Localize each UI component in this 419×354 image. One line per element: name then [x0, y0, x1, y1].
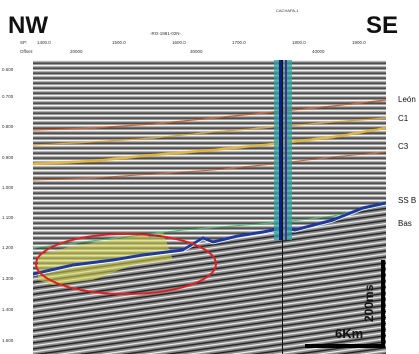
ellipse-label: 100 ms: [148, 233, 161, 238]
time-tick-label: 1.200: [2, 245, 14, 250]
time-tick-label: 0.900: [2, 155, 14, 160]
offset-tick: 20000: [70, 49, 83, 54]
sp-tick: 1400.0: [37, 40, 51, 45]
time-tick-label: 1.100: [2, 215, 14, 220]
direction-label-nw: NW: [8, 12, 48, 39]
sp-tick: 1800.0: [292, 40, 306, 45]
sp-tick: 1900.0: [352, 40, 366, 45]
well-trajectory: [282, 60, 283, 354]
sp-tick: 1600.0: [172, 40, 186, 45]
horizontal-scale-label: 6Km: [335, 326, 364, 341]
seismic-section: 100 ms: [33, 60, 386, 354]
horizontal-scale-bar: [305, 344, 385, 348]
basement-texture: [33, 203, 386, 354]
time-tick-label: 1.000: [2, 185, 14, 190]
horizon-label-basement: Bas: [398, 219, 412, 228]
offset-tick: 30000: [190, 49, 203, 54]
sp-key: SP:: [20, 40, 28, 45]
highlight-ellipse: [35, 233, 217, 295]
line-name: -RO-1981-02N-: [150, 31, 182, 36]
well-log-curve: [285, 60, 287, 240]
time-tick-label: 1.400: [2, 307, 14, 312]
time-tick-label: 0.600: [2, 67, 14, 72]
horizon-label-c3: C3: [398, 142, 409, 151]
direction-label-se: SE: [366, 12, 399, 39]
time-tick-label: 1.300: [2, 276, 14, 281]
well-log-curve: [279, 60, 282, 240]
time-tick-label: 0.800: [2, 124, 14, 129]
horizon-ssb: [33, 204, 386, 249]
horizon-leon: [33, 99, 386, 131]
offset-key: Offset:: [20, 49, 34, 54]
vertical-scale-bar: [381, 260, 385, 346]
wedge-highlight: [38, 232, 173, 285]
well-name: CACHAPA-1: [276, 8, 299, 13]
horizon-label-ssb: SS B: [398, 196, 417, 205]
time-tick-label: 0.700: [2, 94, 14, 99]
horizon-label-leon: León: [398, 95, 416, 104]
horizon-basement: [33, 201, 386, 276]
horizon-basement-highlight: [33, 204, 386, 277]
horizon-c1: [33, 117, 386, 146]
horizon-c3: [33, 126, 386, 166]
horizon-label-c1: C1: [398, 114, 409, 123]
vertical-scale-label: 200ms: [362, 284, 376, 322]
sp-tick: 1500.0: [112, 40, 126, 45]
horizon-c3-lower: [33, 151, 386, 181]
sp-tick: 1700.0: [232, 40, 246, 45]
offset-tick: 40000: [312, 49, 325, 54]
time-tick-label: 1.500: [2, 338, 14, 343]
